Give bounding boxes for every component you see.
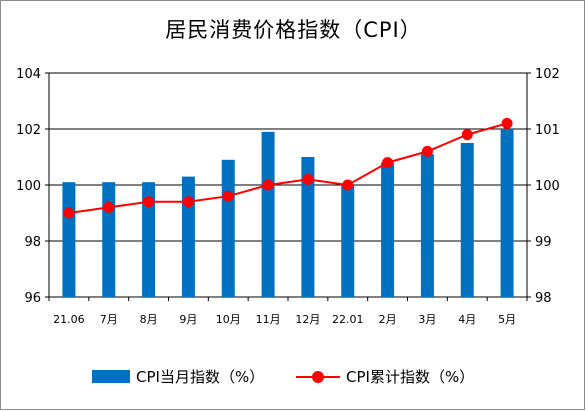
bar xyxy=(261,131,275,297)
x-tick-label: 11月 xyxy=(256,313,281,326)
line-point xyxy=(63,207,75,219)
x-tick-label: 12月 xyxy=(295,313,320,326)
line-point xyxy=(461,129,473,141)
x-tick-label: 8月 xyxy=(140,313,158,326)
bar xyxy=(460,143,474,297)
left-tick-label: 104 xyxy=(16,67,41,82)
right-tick-label: 98 xyxy=(535,291,552,306)
left-tick-label: 96 xyxy=(24,291,41,306)
line-point xyxy=(421,145,433,157)
bar xyxy=(420,154,434,297)
line-point xyxy=(182,196,194,208)
line-point xyxy=(382,157,394,169)
line-point xyxy=(262,179,274,191)
right-tick-label: 102 xyxy=(535,67,560,82)
bar xyxy=(102,182,116,297)
bar xyxy=(142,182,156,297)
legend-label-monthly: CPI当月指数（%） xyxy=(136,368,265,386)
bar xyxy=(500,129,514,297)
legend-bar-swatch xyxy=(92,370,130,383)
x-tick-label: 21.06 xyxy=(53,313,85,326)
line-point xyxy=(143,196,155,208)
x-tick-label: 5月 xyxy=(498,313,516,326)
right-tick-label: 100 xyxy=(535,179,560,194)
bar xyxy=(381,162,395,297)
legend-line-swatch xyxy=(296,370,340,384)
left-tick-label: 98 xyxy=(24,235,41,250)
line-point xyxy=(222,190,234,202)
bar xyxy=(181,176,195,297)
line-point xyxy=(103,201,115,213)
bar xyxy=(62,182,76,297)
x-tick-label: 2月 xyxy=(379,313,397,326)
legend-item-monthly: CPI当月指数（%） xyxy=(92,366,264,387)
x-tick-label: 10月 xyxy=(216,313,241,326)
legend-label-cumulative: CPI累计指数（%） xyxy=(346,368,475,386)
left-tick-label: 100 xyxy=(16,179,41,194)
bar xyxy=(301,157,315,297)
x-tick-label: 3月 xyxy=(418,313,436,326)
right-tick-label: 101 xyxy=(535,123,560,138)
legend-item-cumulative: CPI累计指数（%） xyxy=(296,366,474,387)
line-point xyxy=(501,117,513,129)
cumulative-line xyxy=(68,122,508,214)
bar xyxy=(341,185,355,297)
right-tick-label: 99 xyxy=(535,235,552,250)
x-tick-label: 9月 xyxy=(179,313,197,326)
legend: CPI当月指数（%） CPI累计指数（%） xyxy=(0,366,587,390)
bar xyxy=(221,159,235,297)
line-point xyxy=(302,173,314,185)
left-tick-label: 102 xyxy=(16,123,41,138)
line-point xyxy=(342,179,354,191)
x-tick-label: 7月 xyxy=(100,313,118,326)
x-tick-label: 22.01 xyxy=(332,313,364,326)
x-tick-label: 4月 xyxy=(458,313,476,326)
chart-title: 居民消费价格指数（CPI） xyxy=(165,18,422,42)
